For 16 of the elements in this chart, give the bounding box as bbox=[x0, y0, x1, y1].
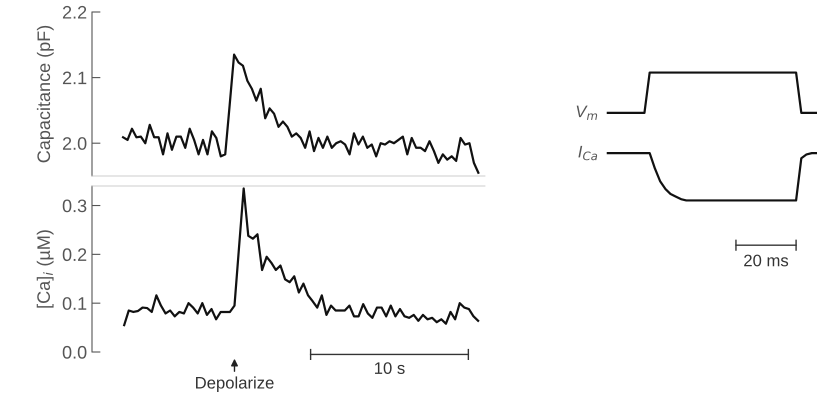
text: 10 s bbox=[375, 362, 405, 374]
y-axis-title: Capacitance (pF) bbox=[36, 26, 54, 162]
y-tick-label: 2.0 bbox=[62, 137, 86, 150]
y-tick-label: 0.0 bbox=[62, 346, 86, 359]
y-axis-title: [Ca]$_{i}$ (µM) bbox=[36, 230, 54, 308]
y-tick-label: 2.1 bbox=[62, 72, 86, 84]
series-label: I$_{Ca}$ bbox=[578, 146, 598, 160]
y-tick-label: 2.2 bbox=[62, 6, 86, 19]
text: Depolarize bbox=[196, 376, 274, 392]
y-tick-label: 0.1 bbox=[62, 297, 86, 310]
series-label: V$_{m}$ bbox=[576, 106, 598, 120]
y-tick-label: 0.3 bbox=[62, 199, 86, 212]
line-series bbox=[123, 187, 480, 326]
line-series bbox=[122, 54, 480, 174]
text: 20 ms bbox=[744, 254, 788, 266]
y-tick-label: 0.2 bbox=[62, 248, 86, 262]
